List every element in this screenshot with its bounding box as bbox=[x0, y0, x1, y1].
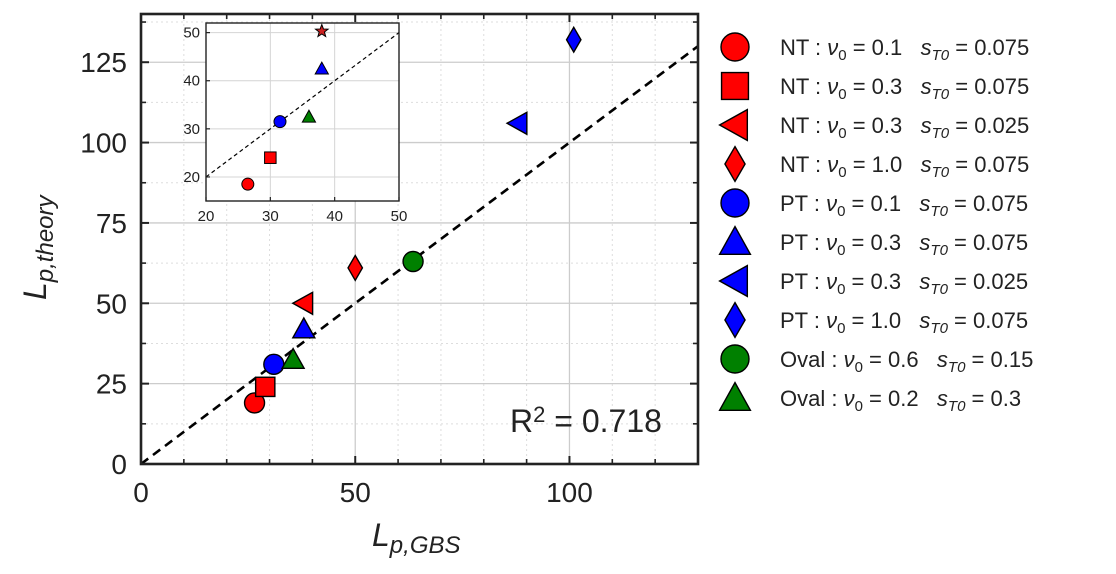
data-point-nt-0 bbox=[243, 392, 266, 414]
legend-label-3: NT : ν0 = 1.0 sT0 = 0.075 bbox=[780, 152, 1029, 181]
main-axes-frame bbox=[139, 12, 700, 466]
legend-label-8: Oval : ν0 = 0.6 sT0 = 0.15 bbox=[780, 347, 1033, 376]
x-axis-title: Lp,GBS bbox=[372, 517, 461, 559]
legend-label-1: NT : ν0 = 0.3 sT0 = 0.075 bbox=[780, 74, 1029, 103]
y-axis-title: Lp,theory bbox=[17, 193, 59, 300]
y-tick-label: 50 bbox=[96, 288, 127, 319]
legend: NT : ν0 = 0.1 sT0 = 0.075 NT : ν0 = 0.3 s… bbox=[718, 32, 1033, 415]
y-tick-label: 0 bbox=[111, 449, 127, 480]
legend-marker-6 bbox=[718, 264, 749, 298]
legend-marker-8 bbox=[720, 344, 750, 374]
inset-data-point-2 bbox=[273, 115, 287, 129]
inset-y-tick-label: 20 bbox=[183, 169, 200, 186]
inset-x-tick-label: 20 bbox=[198, 208, 215, 225]
main-data-points bbox=[243, 25, 582, 414]
legend-entry-3: NT : ν0 = 1.0 sT0 = 0.075 bbox=[724, 145, 1029, 183]
data-point-oval-9 bbox=[280, 347, 306, 370]
legend-entry-5: PT : ν0 = 0.3 sT0 = 0.075 bbox=[718, 225, 1028, 259]
inset-y-tick-label: 50 bbox=[183, 25, 200, 42]
x-tick-label: 0 bbox=[133, 477, 149, 508]
inset-data-point-1 bbox=[264, 151, 277, 164]
legend-marker-0 bbox=[720, 32, 750, 62]
legend-label-9: Oval : ν0 = 0.2 sT0 = 0.3 bbox=[780, 386, 1021, 415]
legend-marker-4 bbox=[720, 188, 750, 218]
legend-entry-2: NT : ν0 = 0.3 sT0 = 0.025 bbox=[718, 108, 1029, 142]
legend-entry-9: Oval : ν0 = 0.2 sT0 = 0.3 bbox=[718, 381, 1021, 415]
main-axis-ticks: 0 50 100 0 25 50 75 100 125 bbox=[80, 14, 698, 508]
data-point-pt-6 bbox=[505, 111, 528, 136]
inset-chart: 20 30 40 50 20 30 40 50 bbox=[183, 22, 408, 225]
legend-marker-3 bbox=[724, 145, 746, 183]
inset-background bbox=[206, 23, 399, 201]
inset-x-tick-label: 50 bbox=[391, 208, 408, 225]
legend-marker-7 bbox=[724, 301, 746, 339]
inset-reference-line bbox=[205, 32, 400, 178]
data-point-nt-3 bbox=[347, 254, 364, 282]
legend-entry-1: NT : ν0 = 0.3 sT0 = 0.075 bbox=[720, 71, 1029, 103]
inset-data-point-3 bbox=[301, 109, 317, 123]
legend-label-7: PT : ν0 = 1.0 sT0 = 0.075 bbox=[780, 308, 1028, 337]
data-point-nt-1 bbox=[254, 376, 276, 398]
legend-marker-5 bbox=[718, 225, 752, 256]
inset-y-tick-label: 30 bbox=[183, 121, 200, 138]
legend-marker-1 bbox=[720, 71, 750, 101]
x-tick-label: 50 bbox=[340, 477, 371, 508]
inset-frame bbox=[205, 22, 400, 202]
legend-label-2: NT : ν0 = 0.3 sT0 = 0.025 bbox=[780, 113, 1029, 142]
y-tick-label: 125 bbox=[80, 47, 127, 78]
inset-y-tick-label: 40 bbox=[183, 73, 200, 90]
inset-x-tick-label: 40 bbox=[326, 208, 343, 225]
legend-entry-4: PT : ν0 = 0.1 sT0 = 0.075 bbox=[720, 188, 1028, 220]
legend-entry-6: PT : ν0 = 0.3 sT0 = 0.025 bbox=[718, 264, 1028, 298]
y-tick-label: 100 bbox=[80, 128, 127, 159]
data-point-pt-7 bbox=[565, 25, 582, 54]
legend-marker-2 bbox=[718, 108, 749, 142]
legend-entry-8: Oval : ν0 = 0.6 sT0 = 0.15 bbox=[720, 344, 1033, 376]
inset-x-tick-label: 30 bbox=[262, 208, 279, 225]
legend-entry-0: NT : ν0 = 0.1 sT0 = 0.075 bbox=[720, 32, 1029, 64]
legend-entry-7: PT : ν0 = 1.0 sT0 = 0.075 bbox=[724, 301, 1028, 339]
legend-label-6: PT : ν0 = 0.3 sT0 = 0.025 bbox=[780, 269, 1028, 298]
inset-data-point-0 bbox=[241, 177, 255, 191]
legend-marker-9 bbox=[718, 381, 752, 412]
legend-label-4: PT : ν0 = 0.1 sT0 = 0.075 bbox=[780, 191, 1028, 220]
y-tick-label: 75 bbox=[96, 208, 127, 239]
inset-data-point-4 bbox=[314, 61, 330, 75]
legend-label-0: NT : ν0 = 0.1 sT0 = 0.075 bbox=[780, 35, 1029, 64]
data-point-pt-4 bbox=[263, 353, 285, 376]
main-plot-frame bbox=[139, 12, 700, 466]
legend-label-5: PT : ν0 = 0.3 sT0 = 0.075 bbox=[780, 230, 1028, 259]
data-point-pt-5 bbox=[291, 316, 317, 339]
data-point-oval-8 bbox=[402, 250, 424, 273]
inset-data-point-5 bbox=[314, 23, 330, 38]
y-tick-label: 25 bbox=[96, 369, 127, 400]
data-point-nt-2 bbox=[291, 291, 314, 316]
x-tick-label: 100 bbox=[546, 477, 593, 508]
r-squared-annotation: R2 = 0.718 bbox=[510, 402, 662, 439]
